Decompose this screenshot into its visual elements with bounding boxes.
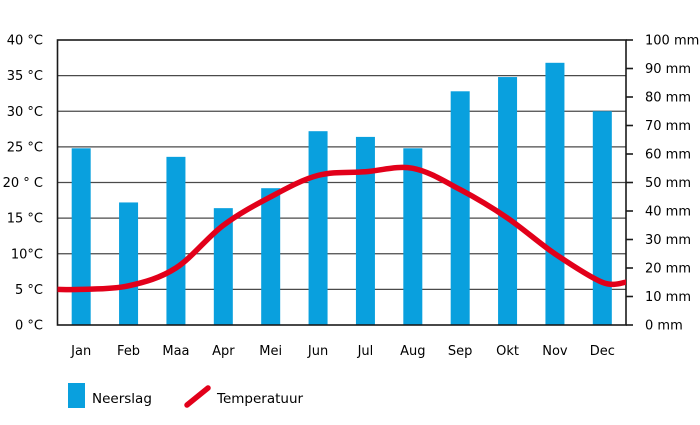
- bar-okt: [498, 77, 518, 325]
- climate-chart-canvas: 40 °C 35 °C 30 °C 25 °C 20 ° C 15 °C 10°C 5 °C 0…: [3, 34, 700, 360]
- right-axis-label: 10 mm: [645, 290, 691, 305]
- right-axis-label: 60 mm: [645, 148, 691, 163]
- left-axis-label: 30 °C: [7, 105, 43, 120]
- bar-jul: [355, 136, 375, 325]
- right-axis-label: 40 mm: [645, 205, 691, 220]
- legend-temperatuur-label: Temperatuur: [217, 391, 304, 407]
- right-axis-label: 80 mm: [645, 91, 691, 106]
- legend-neerslag-label: Neerslag: [92, 391, 152, 407]
- left-axis-label: 15 °C: [7, 212, 43, 227]
- month-label: Dec: [590, 344, 615, 359]
- temperature-line: [57, 164, 627, 293]
- bar-feb: [119, 202, 139, 325]
- month-label: Maa: [162, 344, 189, 359]
- bar-apr: [213, 208, 233, 325]
- right-axis-label: 70 mm: [645, 119, 691, 134]
- month-label: Jun: [307, 344, 328, 359]
- right-axis-label: 20 mm: [645, 262, 691, 277]
- legend-neerslag-swatch: [68, 383, 85, 408]
- right-axis-label: 100 mm: [645, 34, 699, 49]
- bar-dec: [592, 111, 612, 325]
- month-label: Feb: [117, 344, 140, 359]
- left-axis-label: 5 °C: [15, 283, 43, 298]
- legend-temperatuur-swatch: [184, 385, 211, 408]
- left-axis-label: 10°C: [11, 247, 43, 262]
- month-label: Aug: [400, 344, 425, 359]
- right-axis-label: 0 mm: [645, 319, 683, 334]
- left-axis-label: 35 °C: [7, 69, 43, 84]
- bar-nov: [545, 62, 565, 326]
- month-label: Jul: [357, 344, 374, 359]
- left-axis-label: 25 °C: [7, 140, 43, 155]
- month-label: Jan: [70, 344, 91, 359]
- bar-sep: [450, 91, 470, 325]
- right-axis-label: 30 mm: [645, 233, 691, 248]
- climate-chart: 40 °C 35 °C 30 °C 25 °C 20 ° C 15 °C 10°C 5 °C 0…: [3, 34, 700, 360]
- bar-jan: [71, 148, 91, 325]
- left-axis-label: 0 °C: [15, 319, 43, 334]
- month-label: Nov: [542, 344, 568, 359]
- bar-mei: [261, 188, 281, 325]
- bar-jun: [308, 131, 328, 325]
- right-axis-label: 90 mm: [645, 62, 691, 77]
- bar-maa: [166, 156, 186, 325]
- month-label: Mei: [259, 344, 282, 359]
- left-axis-label: 40 °C: [7, 34, 43, 49]
- month-label: Apr: [212, 344, 235, 359]
- bar-aug: [403, 148, 423, 325]
- month-label: Sep: [448, 344, 473, 359]
- right-axis-label: 50 mm: [645, 176, 691, 191]
- left-axis-label: 20 ° C: [3, 176, 43, 191]
- month-label: Okt: [496, 344, 519, 359]
